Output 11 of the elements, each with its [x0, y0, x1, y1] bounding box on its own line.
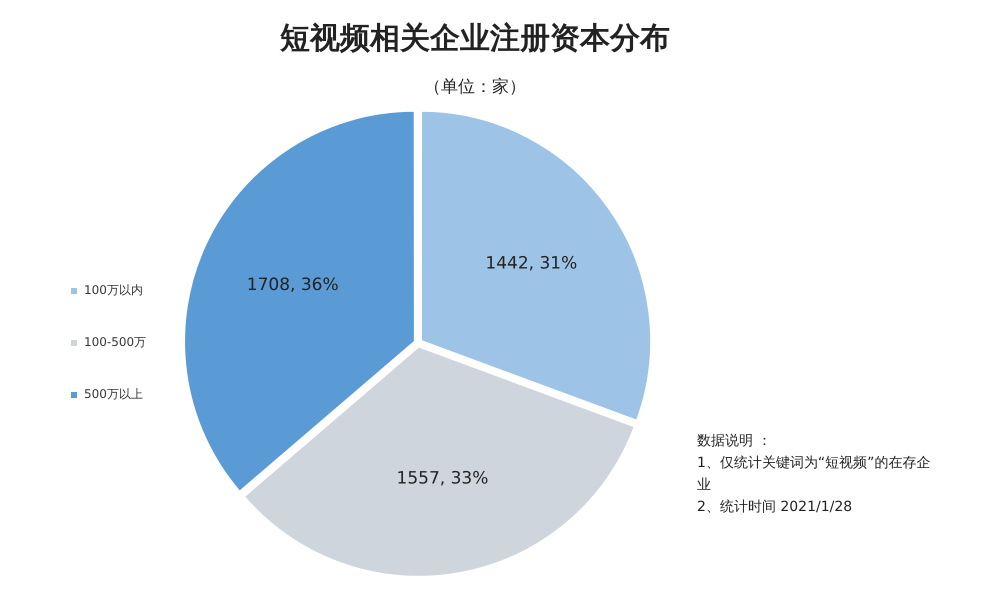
legend-label: 100万以内 — [84, 283, 143, 298]
legend-label: 100-500万 — [84, 335, 146, 350]
chart-title: 短视频相关企业注册资本分布 — [278, 20, 671, 58]
data-label: 1557, 33% — [396, 468, 488, 488]
legend-label: 500万以上 — [84, 387, 143, 402]
text: 数据说明 ： — [697, 432, 772, 451]
chart-subtitle: （单位：家） — [423, 76, 527, 98]
data-label: 1442, 31% — [485, 254, 578, 274]
data-label: 1708, 36% — [246, 274, 339, 295]
text: 2、统计时间 2021/1/28 — [697, 498, 854, 517]
text: 1、仅统计关键词为“短视频”的在存企业 — [697, 454, 932, 495]
